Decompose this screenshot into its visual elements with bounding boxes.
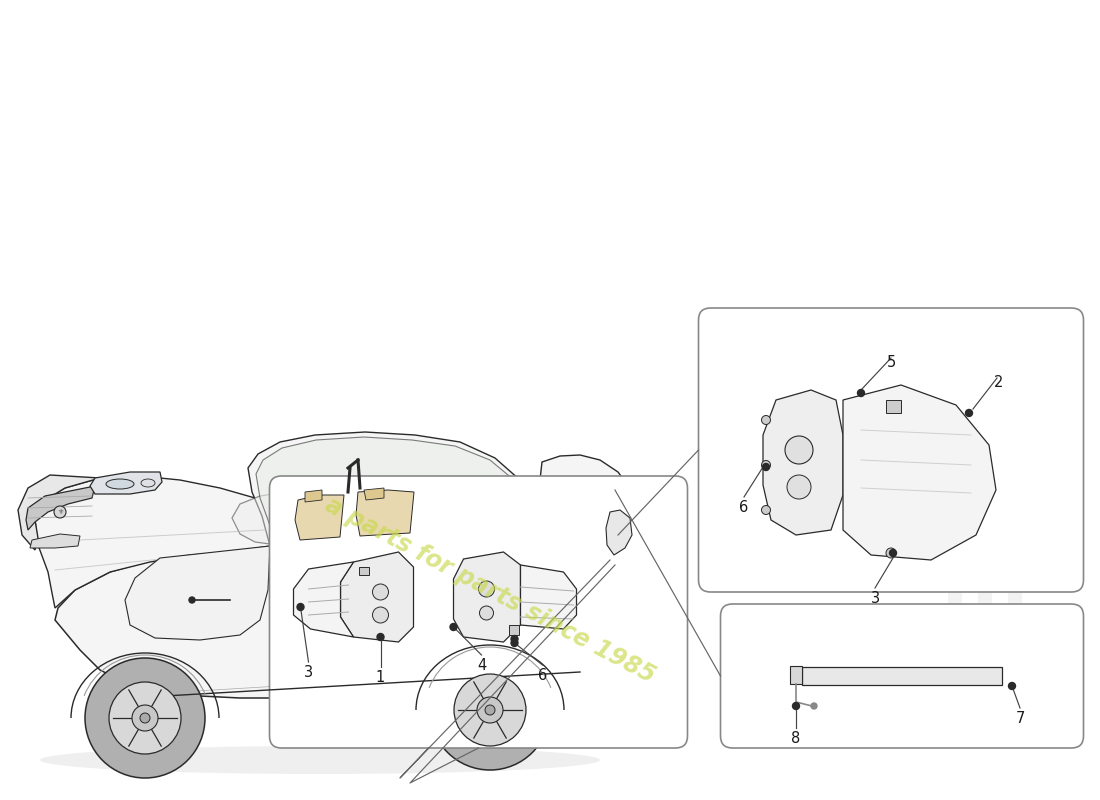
- Ellipse shape: [40, 746, 600, 774]
- Circle shape: [478, 581, 495, 597]
- Circle shape: [189, 597, 195, 603]
- Polygon shape: [790, 666, 802, 684]
- Polygon shape: [802, 667, 1002, 685]
- Circle shape: [140, 713, 150, 723]
- Text: 6: 6: [538, 668, 547, 683]
- Polygon shape: [26, 486, 95, 530]
- Circle shape: [512, 635, 518, 642]
- Polygon shape: [886, 400, 901, 413]
- Text: 1: 1: [376, 670, 385, 685]
- Text: 3: 3: [304, 665, 313, 680]
- Polygon shape: [248, 432, 535, 546]
- Circle shape: [109, 682, 182, 754]
- Polygon shape: [18, 475, 100, 550]
- Circle shape: [761, 506, 770, 514]
- Circle shape: [762, 463, 770, 470]
- Circle shape: [454, 674, 526, 746]
- Ellipse shape: [106, 479, 134, 489]
- Polygon shape: [341, 552, 414, 642]
- Polygon shape: [508, 625, 518, 635]
- Circle shape: [132, 705, 158, 731]
- Polygon shape: [256, 437, 528, 542]
- Ellipse shape: [141, 479, 155, 487]
- Circle shape: [430, 650, 550, 770]
- Text: a parts for parts since 1985: a parts for parts since 1985: [321, 493, 659, 687]
- Polygon shape: [520, 565, 576, 629]
- Circle shape: [792, 702, 800, 710]
- Polygon shape: [55, 540, 630, 698]
- Circle shape: [477, 697, 503, 723]
- Circle shape: [811, 703, 817, 709]
- Polygon shape: [763, 390, 843, 535]
- Polygon shape: [356, 490, 414, 536]
- Circle shape: [480, 606, 494, 620]
- Circle shape: [858, 390, 865, 397]
- Circle shape: [85, 658, 205, 778]
- Circle shape: [761, 461, 770, 470]
- Circle shape: [512, 639, 518, 646]
- Circle shape: [377, 634, 384, 641]
- Circle shape: [1009, 682, 1015, 690]
- Polygon shape: [232, 487, 600, 558]
- Polygon shape: [359, 567, 369, 575]
- Polygon shape: [540, 455, 638, 558]
- Text: 3: 3: [870, 591, 880, 606]
- Polygon shape: [305, 490, 322, 502]
- FancyBboxPatch shape: [270, 476, 688, 748]
- Circle shape: [785, 436, 813, 464]
- Text: 5: 5: [887, 355, 895, 370]
- Polygon shape: [570, 628, 628, 680]
- Circle shape: [373, 607, 388, 623]
- Polygon shape: [606, 510, 632, 555]
- Text: 4: 4: [477, 658, 486, 673]
- Polygon shape: [125, 546, 270, 640]
- Polygon shape: [30, 534, 80, 548]
- FancyBboxPatch shape: [698, 308, 1084, 592]
- Text: 2: 2: [994, 375, 1003, 390]
- Polygon shape: [295, 495, 344, 540]
- Text: ⚜: ⚜: [57, 509, 63, 515]
- Polygon shape: [843, 385, 996, 560]
- Circle shape: [450, 623, 456, 630]
- Circle shape: [761, 415, 770, 425]
- Polygon shape: [360, 540, 580, 672]
- Circle shape: [54, 506, 66, 518]
- FancyBboxPatch shape: [720, 604, 1084, 748]
- Circle shape: [890, 550, 896, 557]
- Polygon shape: [294, 562, 353, 637]
- Text: 8: 8: [791, 731, 801, 746]
- Polygon shape: [35, 476, 275, 608]
- Polygon shape: [453, 552, 520, 642]
- Circle shape: [786, 475, 811, 499]
- Circle shape: [485, 705, 495, 715]
- Text: 6: 6: [739, 500, 749, 515]
- Circle shape: [886, 548, 896, 558]
- Circle shape: [373, 584, 388, 600]
- Polygon shape: [90, 472, 162, 494]
- Polygon shape: [364, 488, 384, 500]
- Circle shape: [966, 410, 972, 417]
- Text: 7: 7: [1015, 711, 1025, 726]
- Circle shape: [297, 603, 304, 610]
